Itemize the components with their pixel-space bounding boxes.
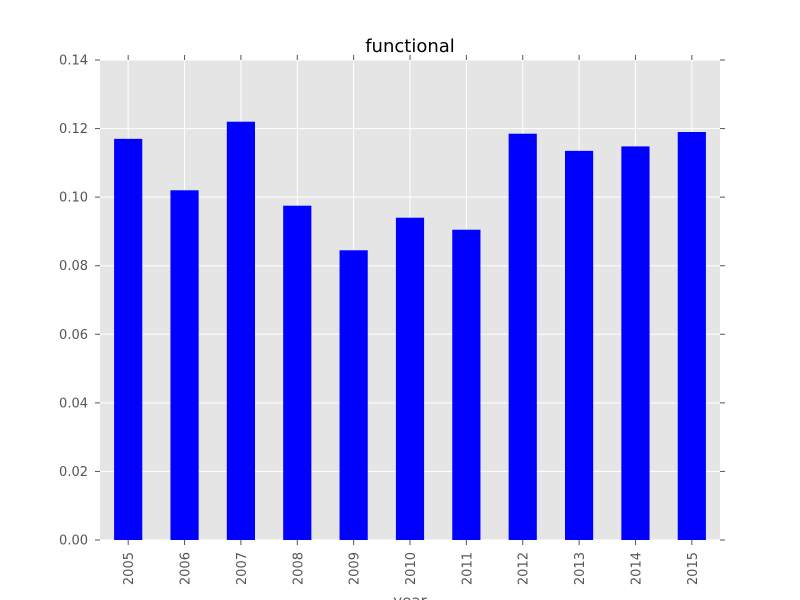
bar-2015 (677, 132, 706, 540)
bar-2007 (226, 121, 255, 540)
bar-2010 (395, 217, 425, 540)
x-axis-ticks: 2005 2006 2007 2008 2009 2010 2011 2012 2013 2014… (122, 55, 701, 585)
y-tick-label: 0.08 (59, 259, 88, 274)
bar-2005 (114, 138, 143, 540)
bar-2009 (339, 250, 368, 541)
chart-title: functional (365, 36, 455, 57)
x-tick-label: 2014 (629, 552, 644, 585)
x-tick-label: 2015 (686, 552, 701, 585)
x-tick-label: 2011 (460, 552, 475, 585)
bar-2012 (508, 133, 537, 540)
bar-2006 (170, 190, 199, 541)
x-tick-label: 2009 (348, 552, 363, 585)
bar-2013 (565, 150, 594, 540)
y-tick-label: 0.12 (59, 122, 88, 137)
x-tick-label: 2012 (517, 552, 532, 585)
bar-2011 (452, 229, 481, 540)
x-tick-label: 2008 (291, 552, 306, 585)
x-axis-label: year (393, 592, 427, 600)
y-tick-label: 0.04 (59, 396, 88, 411)
x-tick-label: 2013 (573, 552, 588, 585)
x-tick-label: 2010 (404, 552, 419, 585)
x-tick-label: 2005 (122, 552, 137, 585)
x-tick-label: 2007 (235, 552, 250, 585)
bar-2008 (283, 205, 312, 540)
y-tick-label: 0.06 (59, 328, 88, 343)
y-tick-label: 0.14 (59, 54, 88, 69)
y-axis-ticks: 0.00 0.02 0.04 0.06 0.08 0.10 0.12 0.14 (59, 54, 725, 549)
y-tick-label: 0.10 (59, 191, 88, 206)
bar-2014 (621, 146, 650, 540)
y-tick-label: 0.02 (59, 465, 88, 480)
x-tick-label: 2006 (179, 552, 194, 585)
y-tick-label: 0.00 (59, 534, 88, 549)
bars (114, 121, 706, 541)
